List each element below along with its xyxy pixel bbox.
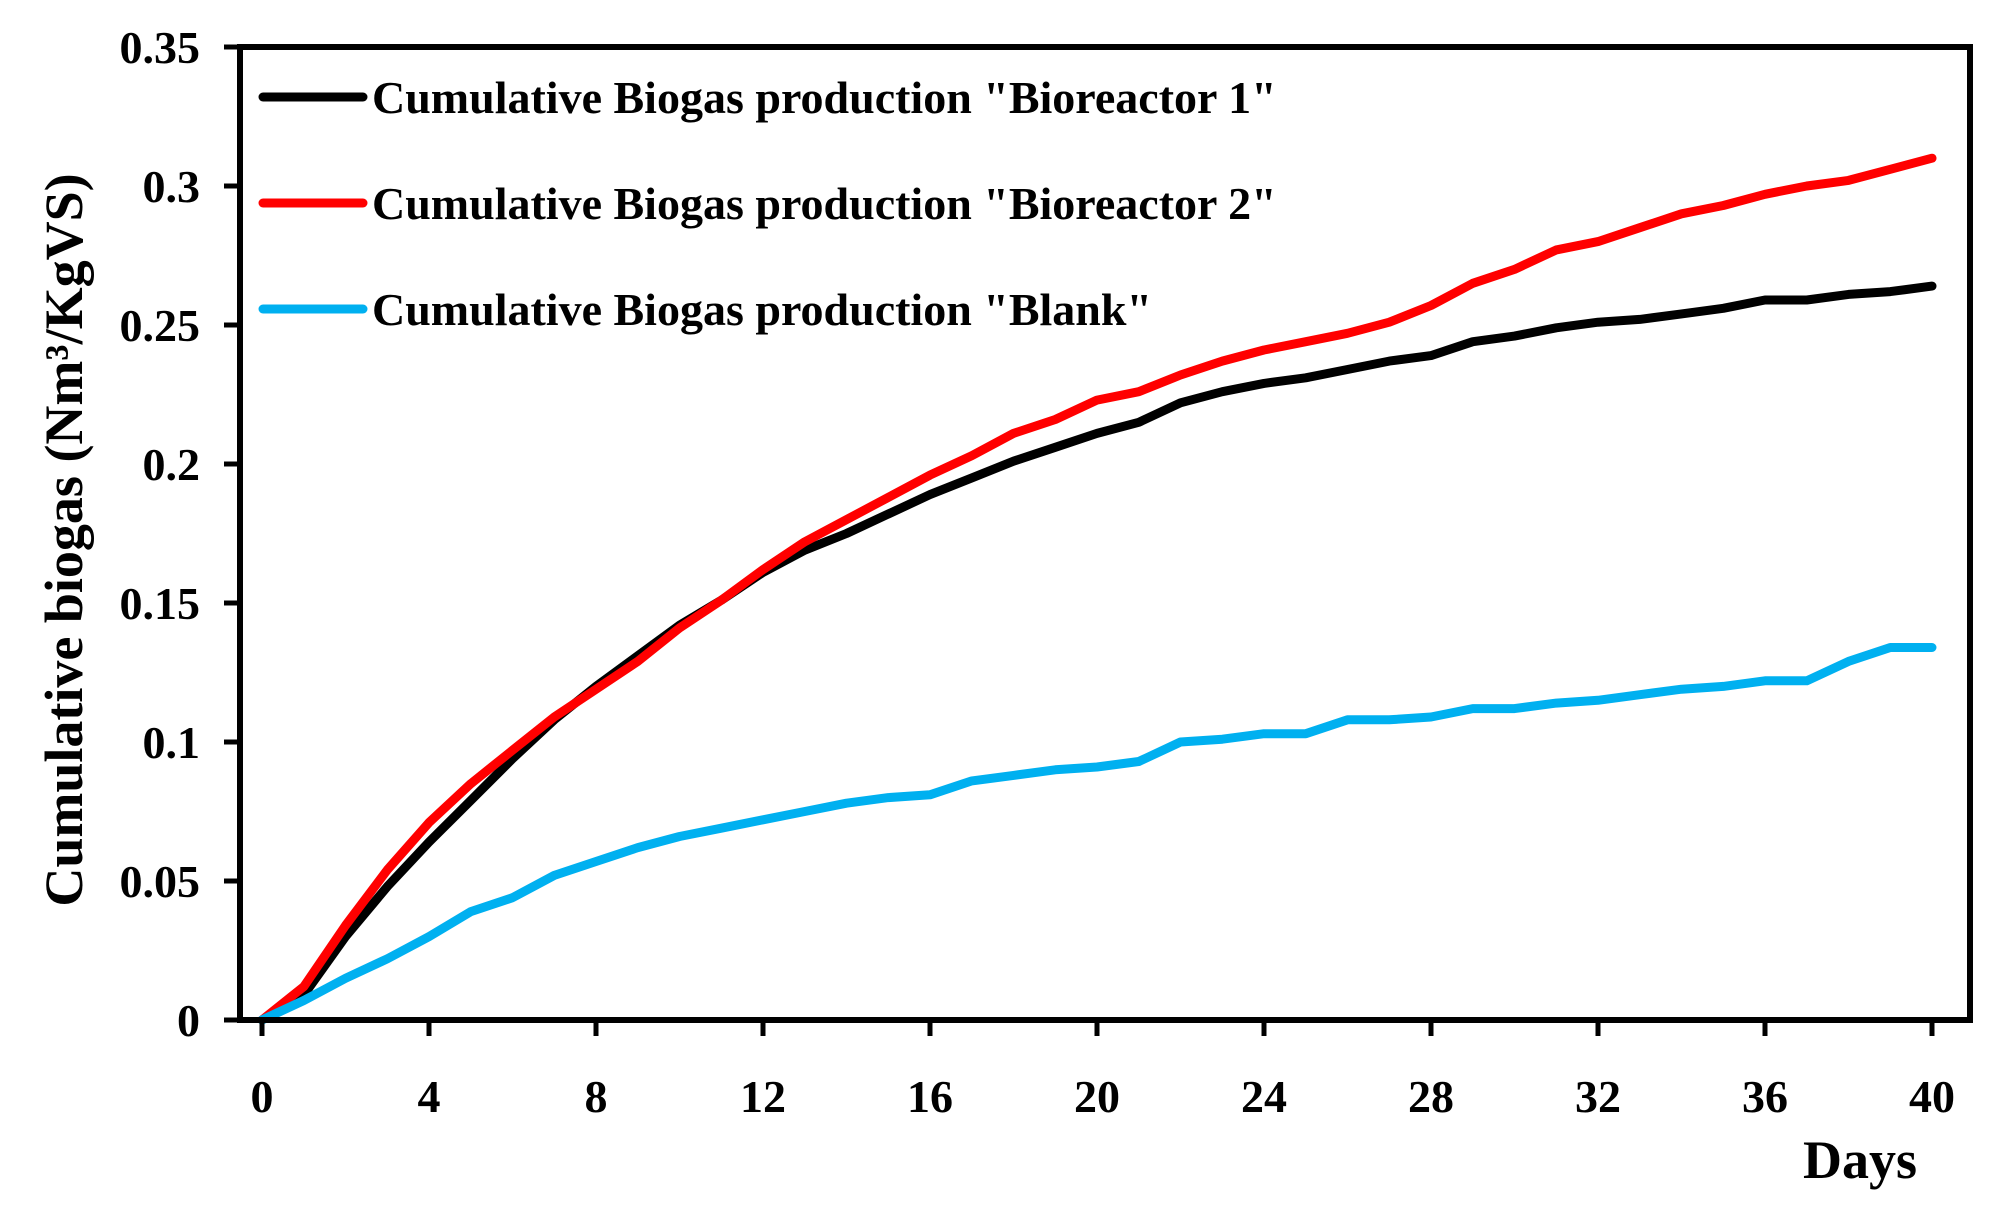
- series-layer: [257, 153, 1937, 1025]
- y-axis-tick-labels: 0 0.05 0.1 0.15 0.2 0.25 0.3 0.35: [120, 22, 201, 1046]
- x-tick-label: 36: [1742, 1071, 1788, 1122]
- legend-label: Cumulative Biogas production "Bioreactor…: [372, 72, 1277, 123]
- plot-area-frame: [237, 44, 1973, 1023]
- y-tick-label: 0.05: [120, 856, 201, 907]
- x-tick-label: 24: [1241, 1071, 1287, 1122]
- x-tick-label: 32: [1575, 1071, 1621, 1122]
- x-tick-label: 20: [1074, 1071, 1120, 1122]
- legend-label: Cumulative Biogas production "Blank": [372, 284, 1152, 335]
- y-tick-label: 0.15: [120, 578, 201, 629]
- legend-label: Cumulative Biogas production "Bioreactor…: [372, 178, 1277, 229]
- legend-item-3: Cumulative Biogas production "Blank": [258, 284, 1152, 335]
- x-tick-label: 40: [1909, 1071, 1955, 1122]
- y-axis-ticks: [224, 44, 240, 1023]
- x-axis-tick-labels: 0 4 8 12 16 20 24 28 32 36 40: [251, 1071, 1956, 1122]
- x-tick-label: 4: [418, 1071, 441, 1122]
- x-axis-ticks: [259, 1020, 1935, 1036]
- x-tick-label: 0: [251, 1071, 274, 1122]
- x-tick-label: 28: [1408, 1071, 1454, 1122]
- legend-item-1: Cumulative Biogas production "Bioreactor…: [258, 72, 1277, 123]
- x-tick-label: 8: [585, 1071, 608, 1122]
- y-tick-label: 0.35: [120, 22, 201, 73]
- series-line-2: [257, 153, 1937, 1025]
- y-tick-label: 0.25: [120, 300, 201, 351]
- legend-item-2: Cumulative Biogas production "Bioreactor…: [258, 178, 1277, 229]
- x-tick-label: 16: [907, 1071, 953, 1122]
- x-tick-label: 12: [740, 1071, 786, 1122]
- y-tick-label: 0: [177, 995, 200, 1046]
- series-line-3: [257, 643, 1937, 1025]
- y-tick-label: 0.1: [143, 717, 201, 768]
- y-tick-label: 0.3: [143, 161, 201, 212]
- x-axis-title: Days: [1803, 1130, 1917, 1190]
- y-axis-title: Cumulative biogas (Nm³/KgVS): [34, 173, 94, 906]
- legend: Cumulative Biogas production "Bioreactor…: [258, 72, 1277, 335]
- y-tick-label: 0.2: [143, 439, 201, 490]
